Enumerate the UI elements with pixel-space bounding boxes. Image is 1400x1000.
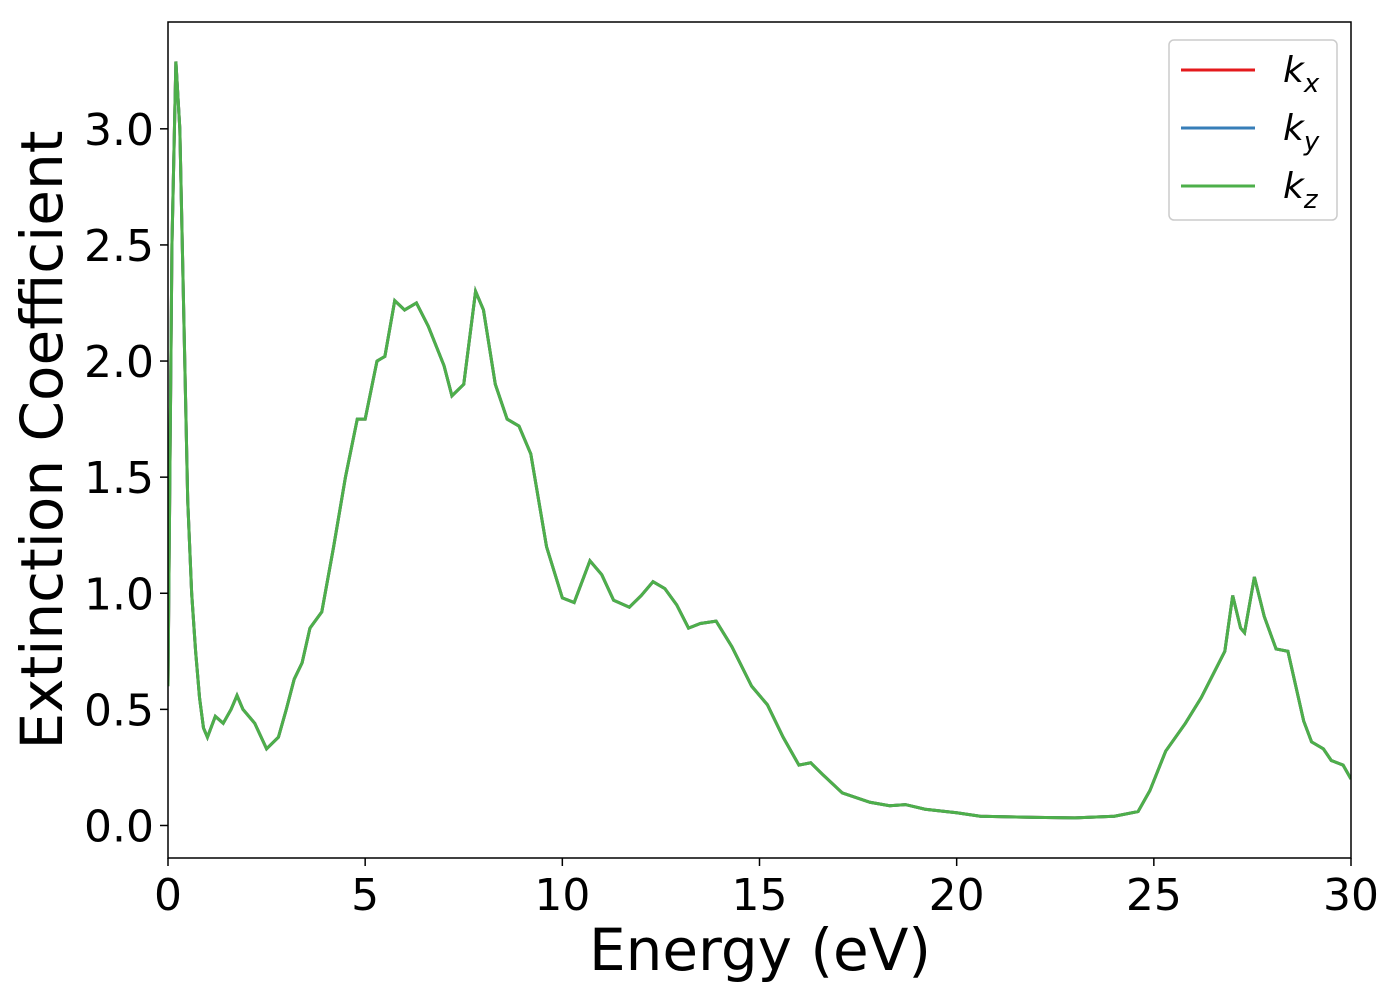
y-tick-label: 1.5 [84, 453, 154, 504]
x-tick-label: 20 [929, 870, 985, 921]
legend-label: ky [1283, 108, 1320, 157]
x-axis-label: Energy (eV) [589, 916, 931, 984]
legend-label: kx [1283, 50, 1320, 99]
y-tick-label: 1.0 [84, 569, 154, 620]
x-tick-label: 5 [351, 870, 379, 921]
y-tick-label: 2.5 [84, 221, 154, 272]
line-series [168, 61, 1351, 820]
x-tick-label: 15 [732, 870, 788, 921]
legend-box [1168, 39, 1338, 221]
x-tick-label: 10 [534, 870, 590, 921]
legend-label: kz [1283, 166, 1319, 215]
y-tick-label: 2.0 [84, 337, 154, 388]
x-tick-label: 30 [1323, 870, 1379, 921]
y-tick-label: 0.0 [84, 801, 154, 852]
x-tick-label: 25 [1126, 870, 1182, 921]
y-axis-label: Extinction Coefficient [8, 131, 76, 750]
y-tick-label: 0.5 [84, 685, 154, 736]
x-tick-label: 0 [154, 870, 182, 921]
y-tick-label: 3.0 [84, 105, 154, 156]
plot-frame [167, 21, 1352, 859]
